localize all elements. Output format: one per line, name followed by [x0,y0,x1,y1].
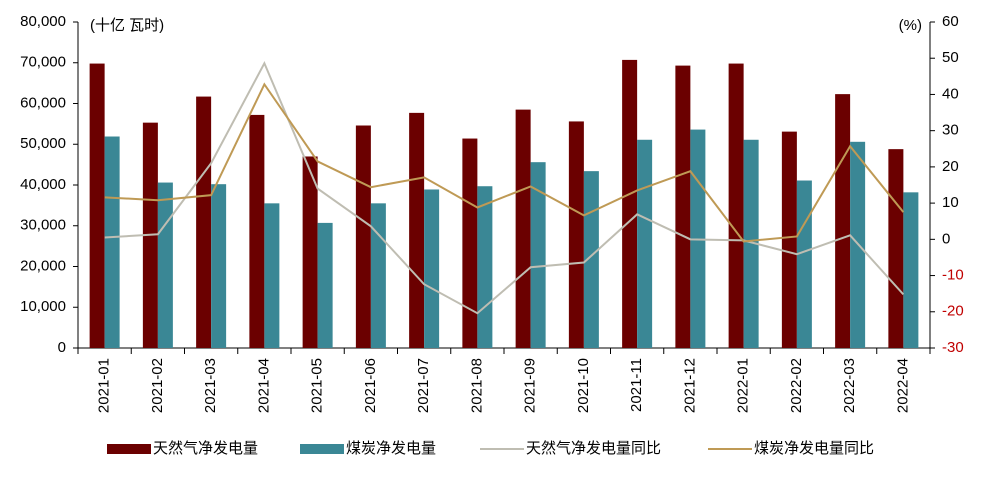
y2-tick-label: 20 [942,158,959,175]
x-tick-label: 2021-10 [575,358,592,413]
bar [796,180,812,348]
x-tick-label: 2022-04 [894,358,911,413]
y-tick-label: 30,000 [20,217,66,234]
bar [675,65,691,348]
bar [637,139,653,348]
x-tick-label: 2022-01 [735,358,752,413]
bar [568,121,584,349]
y2-tick-label: -20 [942,303,964,320]
x-tick-label: 2021-08 [468,358,485,413]
x-tick-label: 2021-11 [628,358,645,412]
bar [89,63,105,348]
y2-tick-label: 10 [942,194,959,211]
legend-label: 天然气净发电量 [153,440,258,457]
line [104,60,905,315]
bar [157,182,173,348]
x-tick-label: 2021-01 [96,358,113,413]
legend-label: 煤炭净发电量同比 [754,440,874,457]
bar [424,189,440,348]
bar [477,186,493,348]
x-tick-label: 2021-06 [362,358,379,413]
bar [835,94,851,348]
bar [743,139,759,348]
x-tick-label: 2021-07 [415,358,432,413]
x-tick-label: 2021-05 [309,358,326,413]
bar [317,222,333,348]
bar [781,131,797,348]
bar [728,63,744,348]
bar [211,184,227,348]
legend-label: 天然气净发电量同比 [526,440,661,457]
y-tick-label: 0 [58,339,66,356]
x-tick-label: 2021-02 [149,358,166,413]
bar [196,96,212,348]
bar [409,112,425,348]
x-tick-label: 2021-04 [255,358,272,413]
bar [302,156,318,348]
bar [249,114,265,348]
y-tick-label: 60,000 [20,94,66,111]
x-tick-label: 2021-12 [681,358,698,413]
bar [104,136,120,348]
y2-tick-label: 0 [942,230,950,247]
x-tick-label: 2022-03 [841,358,858,413]
bar [355,125,371,348]
bar [530,162,546,348]
y2-tick-label: 50 [942,49,959,66]
y2-tick-label: -30 [942,339,964,356]
y-tick-label: 10,000 [20,298,66,315]
y-unit: (十亿 瓦时) [90,17,164,34]
y2-tick-label: -10 [942,267,964,284]
x-tick-label: 2021-03 [202,358,219,413]
legend-label: 煤炭净发电量 [346,440,436,457]
bar [622,59,638,349]
x-tick-label: 2021-09 [522,358,539,413]
legend-swatch [300,444,344,454]
y-tick-label: 80,000 [20,13,66,30]
y-tick-label: 40,000 [20,176,66,193]
y-tick-label: 50,000 [20,135,66,152]
bar [515,109,531,348]
legend-swatch [107,444,151,454]
bar [903,192,919,348]
y-tick-label: 20,000 [20,257,66,274]
y2-tick-label: 40 [942,85,959,102]
y2-tick-label: 60 [942,13,959,30]
line [104,82,905,243]
y2-tick-label: 30 [942,122,959,139]
bar [888,149,904,348]
y2-unit: (%) [899,17,922,34]
bar [462,138,478,348]
bar [264,203,280,348]
bar [370,203,386,348]
y-tick-label: 70,000 [20,54,66,71]
x-tick-label: 2022-02 [788,358,805,413]
bar [583,171,599,348]
